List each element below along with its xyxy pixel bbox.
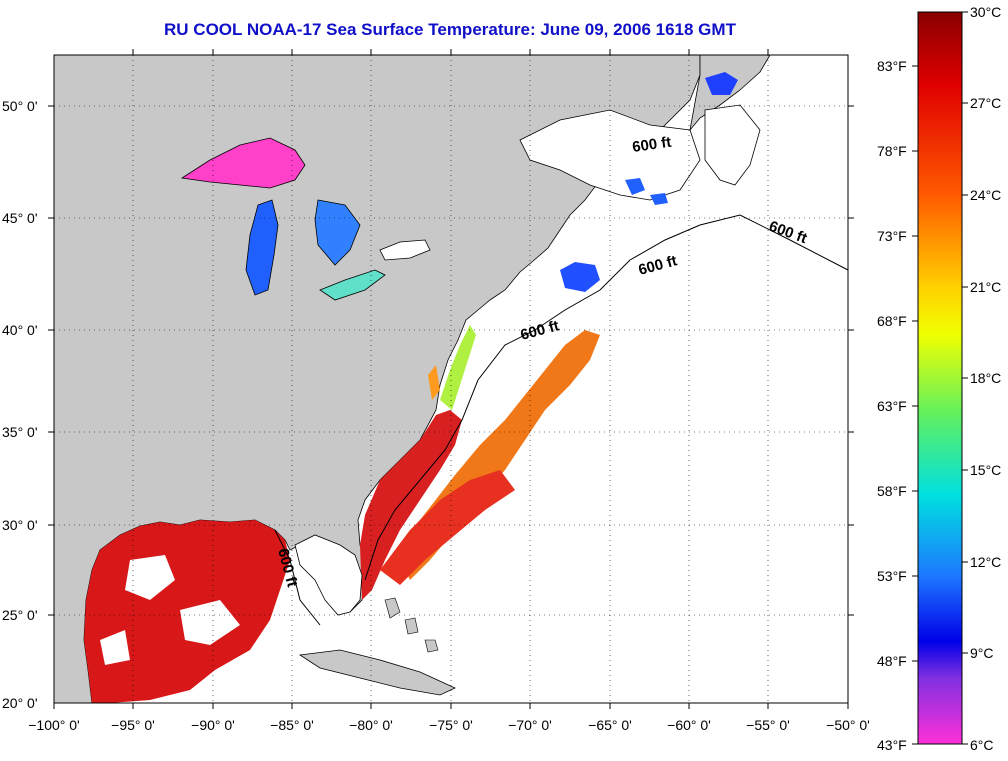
land-florida: [294, 534, 363, 616]
lat-label-30: 30° 0': [2, 517, 38, 533]
c-label-15: 15°C: [970, 462, 1001, 478]
c-label-21: 21°C: [970, 279, 1001, 295]
lon-label-95: −95° 0': [111, 717, 155, 733]
colorbar-celsius-labels: 30°C 27°C 24°C 21°C 18°C 15°C 12°C 9°C 6…: [970, 4, 1001, 753]
lat-label-40: 40° 0': [2, 322, 38, 338]
f-label-83: 83°F: [877, 58, 907, 74]
c-label-30: 30°C: [970, 4, 1001, 20]
lon-label-60: −60° 0': [667, 717, 711, 733]
cloud-gulf: [100, 555, 240, 665]
f-label-68: 68°F: [877, 313, 907, 329]
colorbar: [917, 11, 963, 745]
lake-michigan: [245, 199, 279, 296]
lat-labels: 50° 0' 45° 0' 40° 0' 35° 0' 30° 0' 25° 0…: [2, 98, 38, 711]
land-cuba: [298, 649, 456, 696]
c-label-9: 9°C: [970, 645, 994, 661]
c-label-18: 18°C: [970, 370, 1001, 386]
lake-huron: [314, 199, 361, 266]
sst-shelf-coastal: [440, 325, 476, 410]
f-label-78: 78°F: [877, 143, 907, 159]
lat-label-25: 25° 0': [2, 607, 38, 623]
lon-label-75: −75° 0': [429, 717, 473, 733]
c-label-6: 6°C: [970, 737, 994, 753]
lat-label-45: 45° 0': [2, 210, 38, 226]
lake-ontario: [379, 239, 431, 261]
lon-label-70: −70° 0': [508, 717, 552, 733]
f-label-53: 53°F: [877, 568, 907, 584]
lon-gridlines: [132, 55, 769, 703]
isobath-label-1: 600 ft: [631, 134, 672, 156]
lat-label-20: 20° 0': [2, 695, 38, 711]
c-label-24: 24°C: [970, 187, 1001, 203]
lon-label-90: −90° 0': [191, 717, 235, 733]
sst-atlantic-red-band: [380, 470, 515, 585]
lon-label-80: −80° 0': [349, 717, 393, 733]
lon-label-100: −100° 0': [28, 717, 79, 733]
lon-labels: −100° 0' −95° 0' −90° 0' −85° 0' −80° 0'…: [28, 717, 870, 733]
sst-shelf-orange: [428, 365, 440, 400]
c-label-12: 12°C: [970, 554, 1001, 570]
lake-erie: [319, 269, 386, 301]
sst-st-lawrence: [625, 178, 668, 205]
c-label-27: 27°C: [970, 95, 1001, 111]
sst-labrador: [705, 72, 738, 95]
f-label-73: 73°F: [877, 228, 907, 244]
colorbar-ticks: [912, 11, 968, 745]
lat-label-35: 35° 0': [2, 424, 38, 440]
sst-gulf-stream: [360, 410, 462, 600]
lon-label-65: −65° 0': [588, 717, 632, 733]
land-bahamas: [384, 597, 439, 653]
map-title: RU COOL NOAA-17 Sea Surface Temperature:…: [164, 20, 736, 39]
f-label-43: 43°F: [877, 737, 907, 753]
lon-label-50: −50° 0': [826, 717, 870, 733]
sst-gulf-of-maine: [560, 262, 600, 292]
land-north-america: [54, 55, 701, 703]
land-newfoundland: [704, 104, 761, 186]
f-label-58: 58°F: [877, 483, 907, 499]
f-label-63: 63°F: [877, 398, 907, 414]
axis-ticks: [48, 49, 854, 709]
lon-label-55: −55° 0': [746, 717, 790, 733]
f-label-48: 48°F: [877, 653, 907, 669]
lat-label-50: 50° 0': [2, 98, 38, 114]
lon-label-85: −85° 0': [270, 717, 314, 733]
colorbar-fahrenheit-labels: 83°F 78°F 73°F 68°F 63°F 58°F 53°F 48°F …: [877, 58, 907, 753]
